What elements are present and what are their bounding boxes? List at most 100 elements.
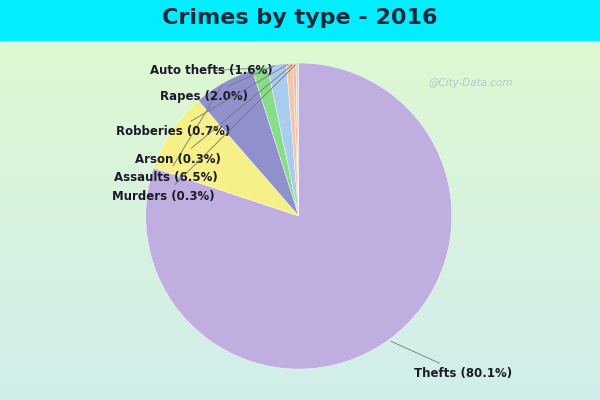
- Bar: [0, 332, 600, 333]
- Bar: [0, 139, 600, 141]
- Bar: [0, 42, 600, 44]
- Bar: [0, 188, 600, 190]
- Bar: [0, 358, 600, 360]
- Bar: [0, 326, 600, 328]
- Bar: [0, 209, 600, 211]
- Bar: [0, 378, 600, 380]
- Bar: [0, 72, 600, 74]
- Bar: [0, 393, 600, 394]
- Bar: [0, 202, 600, 204]
- Bar: [0, 357, 600, 358]
- Bar: [0, 130, 600, 132]
- Bar: [0, 100, 600, 101]
- Bar: [0, 182, 600, 184]
- Bar: [0, 272, 600, 274]
- Bar: [0, 112, 600, 114]
- Bar: [0, 328, 600, 330]
- Bar: [0, 168, 600, 170]
- Bar: [0, 317, 600, 319]
- Bar: [0, 89, 600, 90]
- Bar: [0, 362, 600, 364]
- Bar: [0, 229, 600, 231]
- Bar: [0, 238, 600, 240]
- Bar: [0, 283, 600, 285]
- Bar: [0, 348, 600, 350]
- Bar: [0, 152, 600, 153]
- Bar: [0, 83, 600, 85]
- Bar: [0, 303, 600, 305]
- Bar: [0, 314, 600, 315]
- Bar: [0, 190, 600, 191]
- Bar: [0, 107, 600, 108]
- Bar: [0, 153, 600, 155]
- Bar: [0, 119, 600, 121]
- Bar: [0, 222, 600, 224]
- Bar: [0, 380, 600, 382]
- Bar: [0, 364, 600, 366]
- Bar: [0, 51, 600, 53]
- Bar: [0, 310, 600, 312]
- Bar: [0, 94, 600, 96]
- Bar: [0, 198, 600, 200]
- Bar: [0, 305, 600, 306]
- Bar: [0, 160, 600, 162]
- Bar: [0, 193, 600, 195]
- Bar: [0, 159, 600, 160]
- Bar: [0, 47, 600, 49]
- Bar: [0, 288, 600, 290]
- Bar: [0, 285, 600, 286]
- Bar: [0, 265, 600, 267]
- Bar: [0, 0, 600, 40]
- Bar: [0, 144, 600, 146]
- Wedge shape: [296, 63, 299, 216]
- Bar: [0, 256, 600, 258]
- Bar: [0, 65, 600, 67]
- Bar: [0, 54, 600, 56]
- Bar: [0, 118, 600, 119]
- Bar: [0, 56, 600, 58]
- Bar: [0, 137, 600, 139]
- Bar: [0, 191, 600, 193]
- Bar: [0, 299, 600, 301]
- Bar: [0, 146, 600, 148]
- Bar: [0, 105, 600, 107]
- Bar: [0, 387, 600, 389]
- Bar: [0, 301, 600, 303]
- Wedge shape: [253, 66, 299, 216]
- Bar: [0, 306, 600, 308]
- Bar: [0, 74, 600, 76]
- Wedge shape: [286, 63, 299, 216]
- Bar: [0, 339, 600, 340]
- Bar: [0, 319, 600, 321]
- Bar: [0, 214, 600, 216]
- Wedge shape: [267, 64, 299, 216]
- Bar: [0, 281, 600, 283]
- Bar: [0, 103, 600, 105]
- Wedge shape: [293, 63, 299, 216]
- Bar: [0, 49, 600, 51]
- Bar: [0, 398, 600, 400]
- Bar: [0, 76, 600, 78]
- Bar: [0, 135, 600, 137]
- Bar: [0, 206, 600, 207]
- Bar: [0, 184, 600, 186]
- Bar: [0, 278, 600, 279]
- Bar: [0, 204, 600, 206]
- Text: @City-Data.com: @City-Data.com: [428, 78, 513, 88]
- Bar: [0, 373, 600, 375]
- Bar: [0, 351, 600, 353]
- Bar: [0, 213, 600, 214]
- Bar: [0, 279, 600, 281]
- Bar: [0, 46, 600, 47]
- Bar: [0, 195, 600, 197]
- Bar: [0, 125, 600, 126]
- Bar: [0, 162, 600, 164]
- Bar: [0, 330, 600, 332]
- Bar: [0, 134, 600, 135]
- Bar: [0, 180, 600, 182]
- Bar: [0, 128, 600, 130]
- Bar: [0, 322, 600, 324]
- Bar: [0, 200, 600, 202]
- Bar: [0, 196, 600, 198]
- Bar: [0, 150, 600, 152]
